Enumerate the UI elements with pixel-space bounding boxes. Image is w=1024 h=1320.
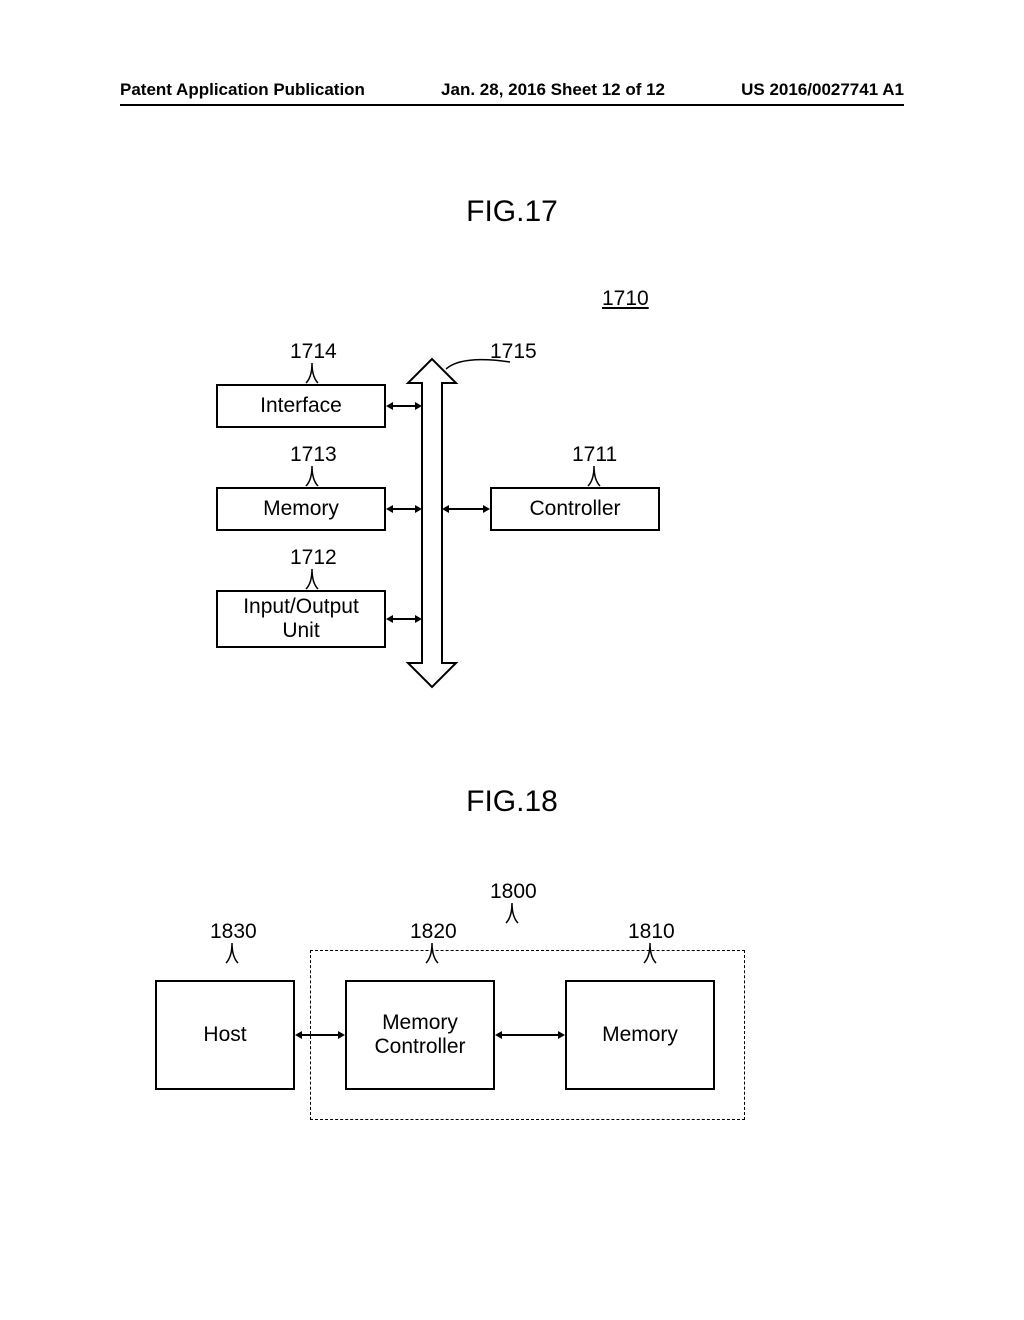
block-1810: Memory <box>565 980 715 1090</box>
page: Patent Application Publication Jan. 28, … <box>0 0 1024 1320</box>
ref-1830: 1830 <box>210 920 257 944</box>
ref-1810: 1810 <box>628 920 675 944</box>
ref-1820: 1820 <box>410 920 457 944</box>
block-1820: MemoryController <box>345 980 495 1090</box>
fig18-overlay <box>0 0 1024 1320</box>
block-1830: Host <box>155 980 295 1090</box>
